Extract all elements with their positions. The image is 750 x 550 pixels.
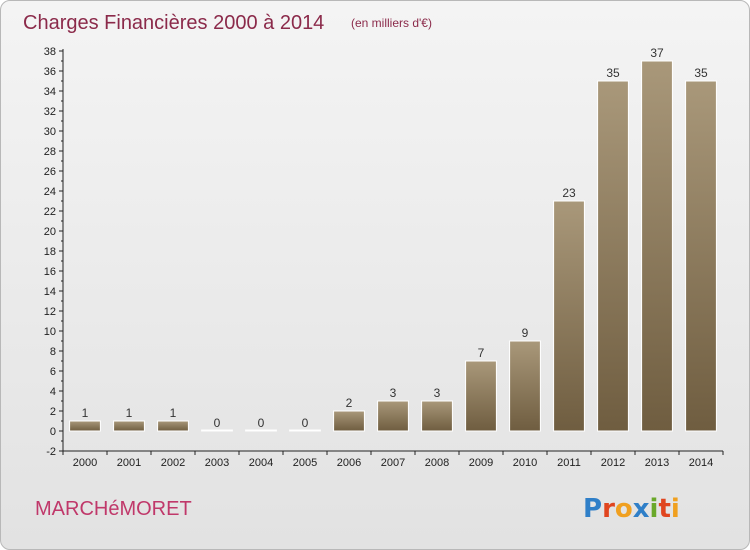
y-tick-label: 26 — [44, 166, 56, 178]
x-tick-label-2003: 2003 — [205, 457, 229, 469]
y-tick-label: 8 — [50, 346, 56, 358]
y-tick-label: 28 — [44, 146, 56, 158]
x-tick-label-2008: 2008 — [425, 457, 449, 469]
data-label-2004: 0 — [258, 416, 265, 430]
logo-letter: o — [615, 494, 633, 524]
y-tick-label: 12 — [44, 306, 56, 318]
data-label-2013: 37 — [650, 46, 664, 60]
x-tick-label-2002: 2002 — [161, 457, 185, 469]
x-tick-label-2006: 2006 — [337, 457, 361, 469]
bar-2006 — [333, 410, 365, 432]
logo-letter: r — [602, 494, 615, 524]
x-tick-label-2012: 2012 — [601, 457, 625, 469]
chart-title: Charges Financières 2000 à 2014 — [23, 12, 324, 34]
data-label-2006: 2 — [346, 396, 353, 410]
y-tick-label: 34 — [44, 86, 56, 98]
chart-subtitle: (en milliers d'€) — [351, 16, 432, 30]
y-tick-label: 22 — [44, 206, 56, 218]
x-tick-label-2014: 2014 — [689, 457, 713, 469]
y-tick-label: 0 — [50, 426, 56, 438]
bar-2010 — [509, 340, 541, 432]
data-label-2002: 1 — [170, 406, 177, 420]
data-label-2007: 3 — [390, 386, 397, 400]
data-label-2014: 35 — [694, 66, 708, 80]
y-tick-label: 14 — [44, 286, 56, 298]
logo-letter: i — [650, 494, 659, 524]
y-tick-label: 18 — [44, 246, 56, 258]
bar-2004 — [245, 429, 277, 432]
x-tick-label-2004: 2004 — [249, 457, 273, 469]
bar-2003 — [201, 429, 233, 432]
y-tick-label: 16 — [44, 266, 56, 278]
y-tick-label: 6 — [50, 366, 56, 378]
bar-2007 — [377, 400, 409, 432]
x-tick-label-2000: 2000 — [73, 457, 97, 469]
x-tick-label-2001: 2001 — [117, 457, 141, 469]
x-tick-label-2011: 2011 — [557, 457, 581, 469]
logo-letter: i — [671, 494, 680, 524]
logo-letter: t — [658, 494, 670, 524]
data-label-2001: 1 — [126, 406, 133, 420]
bar-2008 — [421, 400, 453, 432]
x-tick-label-2007: 2007 — [381, 457, 405, 469]
y-tick-label: -2 — [46, 446, 56, 458]
y-tick-label: 36 — [44, 66, 56, 78]
bar-2009 — [465, 360, 497, 432]
y-tick-label: 24 — [44, 186, 56, 198]
axes: -202468101214161820222426283032343638200… — [44, 46, 724, 469]
data-label-2012: 35 — [606, 66, 620, 80]
x-tick-label-2013: 2013 — [645, 457, 669, 469]
x-tick-label-2005: 2005 — [293, 457, 317, 469]
bar-2014 — [685, 80, 717, 432]
y-tick-label: 30 — [44, 126, 56, 138]
bar-2000 — [69, 420, 101, 432]
bar-2005 — [289, 429, 321, 432]
data-label-2003: 0 — [214, 416, 221, 430]
bar-2001 — [113, 420, 145, 432]
y-tick-label: 32 — [44, 106, 56, 118]
data-label-2011: 23 — [562, 186, 576, 200]
y-tick-label: 4 — [50, 386, 56, 398]
bar-2002 — [157, 420, 189, 432]
logo-letter: P — [583, 494, 602, 524]
y-tick-label: 2 — [50, 406, 56, 418]
data-label-2005: 0 — [302, 416, 309, 430]
y-tick-label: 10 — [44, 326, 56, 338]
y-tick-label: 20 — [44, 226, 56, 238]
proxiti-logo[interactable]: Proxiti — [583, 494, 680, 524]
commune-name: MARCHéMORET — [35, 498, 192, 520]
data-label-2009: 7 — [478, 346, 485, 360]
bar-2011 — [553, 200, 585, 432]
bar-2013 — [641, 60, 673, 432]
x-tick-label-2009: 2009 — [469, 457, 493, 469]
bar-2012 — [597, 80, 629, 432]
logo-letter: x — [633, 494, 650, 524]
data-label-2008: 3 — [434, 386, 441, 400]
x-tick-label-2010: 2010 — [513, 457, 537, 469]
y-tick-label: 38 — [44, 46, 56, 58]
data-label-2010: 9 — [522, 326, 529, 340]
data-label-2000: 1 — [82, 406, 89, 420]
